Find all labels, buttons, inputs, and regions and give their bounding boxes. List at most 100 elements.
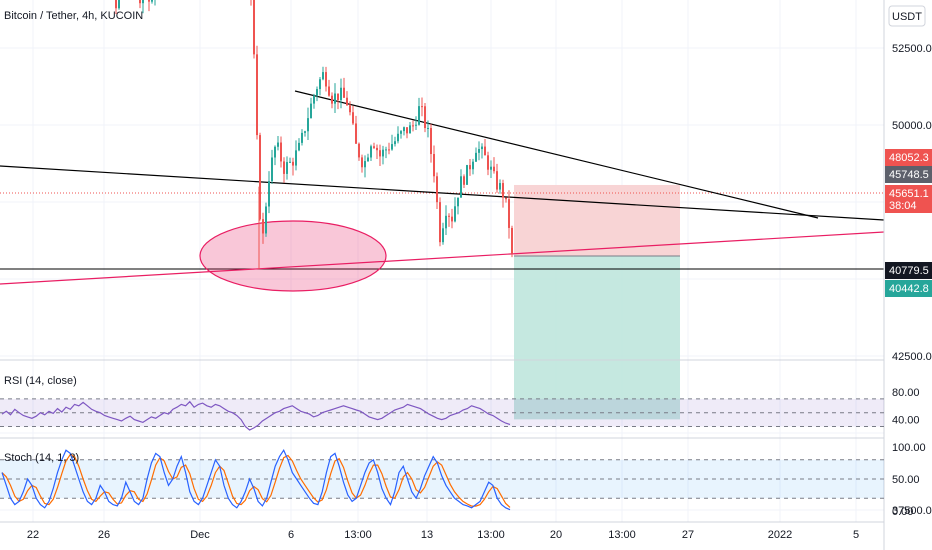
candle-up xyxy=(460,176,462,198)
rsi-line xyxy=(1,400,511,431)
candle-down xyxy=(439,202,441,243)
candle-up xyxy=(322,72,324,80)
candle-down xyxy=(463,176,465,185)
candle-up xyxy=(319,79,321,90)
candle-up xyxy=(142,0,144,4)
candle-up xyxy=(118,0,120,9)
candle-up xyxy=(271,157,273,182)
candle-down xyxy=(325,72,327,87)
candle-up xyxy=(289,161,291,163)
price-tag-label: 45651.1 xyxy=(889,188,929,200)
stoch-tick-label: 100.00 xyxy=(892,442,926,454)
price-tag-label: 40442.8 xyxy=(889,283,929,295)
candle-up xyxy=(481,146,483,150)
candle-up xyxy=(475,152,477,162)
candle-up xyxy=(310,103,312,119)
candle-down xyxy=(139,0,141,4)
candle-up xyxy=(457,197,459,207)
candle-down xyxy=(253,0,255,55)
candle-down xyxy=(343,87,345,98)
rsi-title: RSI (14, close) xyxy=(4,375,77,387)
candle-down xyxy=(469,165,471,170)
price-tag xyxy=(885,280,932,297)
upper-trend-line xyxy=(294,90,819,219)
candle-down xyxy=(352,112,354,124)
candle-up xyxy=(334,93,336,104)
stoch-tick-label: 0.00 xyxy=(892,506,913,518)
price-tag-label: 45748.5 xyxy=(889,169,929,181)
candle-down xyxy=(493,166,495,172)
candle-down xyxy=(259,135,261,220)
candle-down xyxy=(349,105,351,113)
candle-up xyxy=(442,228,444,243)
price-axis[interactable]: 55000.052500.050000.042500.037500.057500… xyxy=(892,0,932,517)
currency-label: USDT xyxy=(892,11,922,23)
candle-up xyxy=(397,133,399,142)
candle-down xyxy=(496,171,498,190)
candle-down xyxy=(292,161,294,166)
currency-button[interactable]: USDT xyxy=(888,5,926,27)
candle-down xyxy=(508,199,510,228)
candle-up xyxy=(295,150,297,166)
stoch-title: Stoch (14, 1, 3) xyxy=(4,452,79,464)
candle-up xyxy=(466,165,468,185)
price-tag xyxy=(885,185,932,213)
candle-down xyxy=(262,219,264,234)
rsi-pane[interactable]: 80.00 40.00 xyxy=(0,387,920,431)
stoch-tick-label: 50.00 xyxy=(892,474,920,486)
candle-up xyxy=(385,149,387,151)
candle-up xyxy=(391,144,393,150)
price-tag xyxy=(885,149,932,166)
candle-up xyxy=(418,106,420,125)
candle-up xyxy=(403,127,405,132)
candle-up xyxy=(265,206,267,234)
candle-down xyxy=(280,142,282,162)
candle-down xyxy=(328,86,330,96)
candle-up xyxy=(445,215,447,229)
time-axis[interactable]: 22 26 Dec 6 13:00 13 13:00 20 13:00 27 2022 5 xyxy=(27,529,859,541)
time-tick-label: 13:00 xyxy=(608,529,636,541)
rsi-tick-label: 40.00 xyxy=(892,415,920,427)
candle-up xyxy=(499,183,501,190)
candle-down xyxy=(484,146,486,156)
lower-trend-line xyxy=(0,165,885,221)
candle-down xyxy=(511,227,513,254)
time-tick-label: 13:00 xyxy=(344,529,372,541)
stoch-pane[interactable]: 100.00 50.00 0.00 xyxy=(0,442,926,518)
time-tick-label: 22 xyxy=(27,529,39,541)
pink-trend-line xyxy=(0,231,885,285)
time-tick-label: Dec xyxy=(190,529,210,541)
rsi-tick-label: 80.00 xyxy=(892,387,920,399)
candle-down xyxy=(148,0,150,2)
candle-up xyxy=(301,132,303,143)
candle-up xyxy=(274,146,276,158)
price-tag-label: 40779.5 xyxy=(889,265,929,277)
candle-down xyxy=(331,95,333,104)
candle-up xyxy=(454,206,456,222)
price-tick-label: 37500.0 xyxy=(892,505,932,517)
price-tag-label: 48052.3 xyxy=(889,152,929,164)
candle-down xyxy=(421,106,423,108)
chart-grid xyxy=(0,0,884,522)
candle-down xyxy=(361,157,363,168)
candle-down xyxy=(115,0,117,9)
stoch-k-line xyxy=(1,448,511,511)
price-tag xyxy=(885,262,932,279)
candle-up xyxy=(472,161,474,170)
candle-down xyxy=(505,197,507,200)
candle-down xyxy=(379,150,381,157)
candle-up xyxy=(340,87,342,101)
price-tags: 48052.3 45748.5 45651.138:04 40779.5 40442.8 xyxy=(885,149,932,297)
candle-up xyxy=(313,95,315,104)
price-tick-label: 52500.0 xyxy=(892,43,932,55)
candle-down xyxy=(388,149,390,151)
candle-down xyxy=(487,155,489,170)
drawings-layer xyxy=(0,90,885,420)
price-tick-label: 50000.0 xyxy=(892,120,932,132)
candle-down xyxy=(412,125,414,127)
candle-up xyxy=(370,146,372,158)
candle-up xyxy=(151,0,153,2)
candle-up xyxy=(427,127,429,129)
candle-up xyxy=(478,149,480,153)
